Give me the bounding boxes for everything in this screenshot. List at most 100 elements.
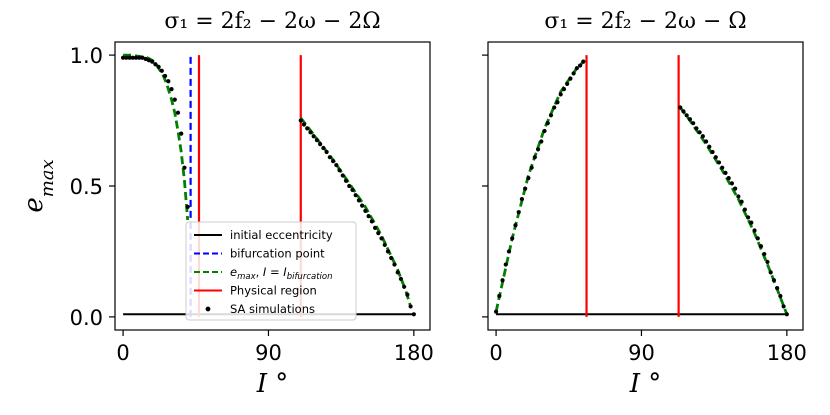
legend: initial eccentricity bifurcation point ema… bbox=[185, 221, 357, 321]
sa-simulation-point bbox=[182, 165, 187, 170]
sa-simulation-point bbox=[571, 71, 576, 76]
sa-simulation-point bbox=[539, 139, 544, 144]
sa-simulation-point bbox=[568, 76, 573, 81]
sa-simulation-point bbox=[363, 208, 368, 213]
sa-simulation-point bbox=[561, 87, 567, 92]
sa-simulation-point bbox=[691, 121, 696, 126]
x-tick-label: 180 bbox=[394, 341, 434, 365]
sa-simulation-point bbox=[503, 262, 508, 267]
sa-simulation-point bbox=[369, 219, 374, 224]
sa-simulation-point bbox=[340, 173, 345, 178]
plot-frame bbox=[487, 41, 804, 331]
sa-simulation-point bbox=[713, 155, 718, 160]
sa-simulation-point bbox=[385, 249, 391, 254]
sa-simulation-point bbox=[778, 293, 783, 299]
sa-simulation-point bbox=[311, 134, 316, 139]
sa-simulation-point bbox=[318, 142, 323, 147]
sa-simulation-point bbox=[408, 304, 413, 309]
sa-simulation-point bbox=[321, 145, 326, 151]
sa-simulation-point bbox=[687, 117, 693, 122]
x-tick-label: 0 bbox=[116, 341, 129, 365]
sa-simulation-point bbox=[755, 236, 760, 241]
sa-simulation-point bbox=[694, 126, 699, 131]
sa-simulation-point bbox=[513, 223, 518, 228]
sa-simulation-point bbox=[545, 121, 550, 126]
sa-simulation-point bbox=[784, 312, 789, 317]
legend-label: emax, I = Ibifurcation bbox=[230, 265, 332, 282]
sa-simulation-point bbox=[532, 155, 537, 160]
legend-label: bifurcation point bbox=[230, 247, 325, 261]
sa-simulation-point bbox=[166, 79, 171, 84]
sa-simulation-point bbox=[298, 118, 303, 123]
sa-simulation-point bbox=[555, 100, 560, 105]
sa-simulation-point bbox=[775, 286, 780, 291]
sa-simulation-point bbox=[535, 147, 541, 152]
sa-simulation-point bbox=[519, 196, 525, 202]
sa-simulation-point bbox=[133, 55, 139, 60]
chart-panel-left: σ₁ = 2f₂ − 2ω − 2Ω 0 90 180 0.0 0.5 1.0 I ° emax bbox=[19, 9, 434, 399]
sa-simulation-point bbox=[405, 292, 410, 297]
sa-simulation-point bbox=[765, 259, 770, 265]
sa-simulation-point bbox=[172, 97, 177, 102]
sa-simulation-point bbox=[506, 249, 512, 254]
sa-simulation-point bbox=[156, 64, 161, 69]
sa-simulation-point bbox=[353, 193, 358, 198]
sa-simulation-point bbox=[150, 59, 155, 64]
legend-label: SA simulations bbox=[230, 302, 315, 316]
sa-simulation-point bbox=[723, 170, 728, 176]
sa-simulation-point bbox=[366, 214, 371, 219]
chart-panel-right: σ₁ = 2f₂ − 2ω − Ω 0 90 180 I ° bbox=[482, 9, 807, 399]
sa-simulation-point bbox=[159, 68, 164, 73]
y-tick-label: 1.0 bbox=[70, 44, 103, 68]
sa-simulation-point bbox=[749, 220, 754, 225]
sa-simulation-point bbox=[716, 160, 722, 165]
sa-simulation-point bbox=[185, 204, 190, 210]
sa-simulation-point bbox=[565, 81, 570, 86]
sa-simulation-point bbox=[179, 131, 184, 136]
y-tick-label: 0.0 bbox=[70, 306, 103, 330]
sa-simulation-point bbox=[681, 109, 686, 114]
y-tick-label: 0.5 bbox=[70, 175, 103, 199]
sa-simulation-point bbox=[758, 244, 764, 249]
sa-simulation-point bbox=[752, 228, 757, 233]
sa-simulation-point bbox=[301, 122, 307, 127]
sa-simulation-point bbox=[350, 187, 355, 193]
sa-simulation-point bbox=[127, 55, 132, 60]
sa-simulation-point bbox=[678, 105, 683, 110]
sa-simulation-point bbox=[510, 236, 515, 241]
series-emax-curve bbox=[494, 59, 586, 312]
sa-simulation-point bbox=[356, 198, 362, 203]
x-tick-label: 0 bbox=[489, 341, 502, 365]
legend-box bbox=[185, 221, 357, 321]
sa-simulation-point bbox=[337, 168, 342, 173]
plot-area bbox=[494, 55, 789, 317]
sa-simulation-point bbox=[411, 312, 416, 317]
sa-simulation-point bbox=[523, 186, 528, 191]
sa-simulation-point bbox=[347, 183, 352, 189]
x-tick-label: 90 bbox=[255, 341, 282, 365]
sa-simulation-point bbox=[314, 138, 320, 143]
sa-simulation-point bbox=[552, 105, 557, 110]
sa-simulation-point bbox=[305, 126, 310, 131]
legend-marker bbox=[205, 306, 211, 312]
sa-simulation-point bbox=[327, 155, 332, 160]
sa-simulation-point bbox=[402, 284, 407, 289]
y-axis-label: emax bbox=[19, 159, 58, 212]
sa-simulation-point bbox=[140, 55, 145, 60]
sa-simulation-point bbox=[500, 278, 505, 283]
sa-simulation-point bbox=[516, 210, 521, 215]
sa-simulation-point bbox=[684, 113, 689, 118]
sa-simulation-point bbox=[497, 293, 502, 299]
sa-simulation-point bbox=[729, 181, 735, 186]
sa-simulation-point bbox=[710, 149, 715, 155]
sa-simulation-point bbox=[153, 62, 158, 67]
sa-simulation-point bbox=[130, 55, 135, 60]
sa-simulation-point bbox=[736, 194, 741, 199]
legend-label: Physical region bbox=[230, 284, 317, 298]
sa-simulation-point bbox=[395, 270, 400, 275]
sa-simulation-point bbox=[733, 186, 738, 191]
sa-simulation-point bbox=[392, 262, 397, 267]
sa-simulation-point bbox=[169, 87, 174, 92]
chart-title: σ₁ = 2f₂ − 2ω − Ω bbox=[544, 9, 746, 34]
